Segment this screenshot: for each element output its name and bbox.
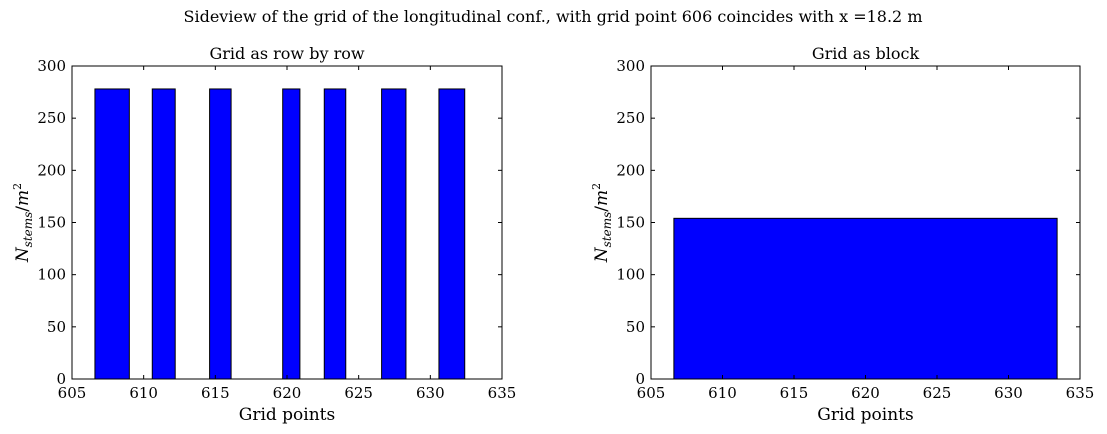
bar-4 (282, 88, 301, 380)
x-tick-label: 620 (851, 384, 880, 402)
x-tick-label: 625 (923, 384, 952, 402)
y-tick-label: 150 (616, 214, 645, 232)
bar-2 (151, 88, 176, 380)
x-axis-label: Grid points (239, 405, 336, 425)
y-tick-label: 150 (37, 214, 66, 232)
bar-5 (323, 88, 347, 380)
x-tick-label: 605 (637, 384, 666, 402)
y-tick-label: 200 (37, 161, 66, 179)
y-tick-label: 50 (626, 318, 645, 336)
y-tick-label: 100 (37, 266, 66, 284)
bar-3 (209, 88, 232, 380)
subplot-title: Grid as block (812, 44, 920, 63)
x-tick-label: 605 (58, 384, 87, 402)
y-tick-label: 100 (616, 266, 645, 284)
x-tick-label: 625 (344, 384, 373, 402)
bar-6 (381, 88, 407, 380)
bar-7 (438, 88, 466, 380)
subplot-title: Grid as row by row (209, 44, 364, 63)
y-tick-label: 250 (616, 109, 645, 127)
y-tick-label: 0 (635, 370, 645, 388)
bar-1 (94, 88, 130, 380)
chart-panel-block: 605 610 615 620 625 630 635 0 50 100 150 200 250 300 G… (590, 44, 1094, 425)
y-tick-label: 0 (56, 370, 66, 388)
chart-panel-row-by-row: 605 610 615 620 625 630 635 0 50 100 150 200 250 300 G… (11, 44, 516, 425)
x-tick-label: 610 (708, 384, 737, 402)
figure-title: Sideview of the grid of the longitudinal… (184, 7, 923, 26)
y-tick-label: 250 (37, 109, 66, 127)
y-axis-label: Nstems/m2 (11, 183, 35, 263)
x-tick-label: 615 (780, 384, 809, 402)
x-tick-label: 615 (201, 384, 230, 402)
x-tick-label: 620 (273, 384, 302, 402)
y-tick-label: 300 (37, 57, 66, 75)
y-tick-label: 50 (47, 318, 66, 336)
y-tick-label: 200 (616, 161, 645, 179)
x-tick-label: 630 (994, 384, 1023, 402)
x-tick-label: 635 (1066, 384, 1095, 402)
x-tick-label: 610 (129, 384, 158, 402)
y-axis-label: Nstems/m2 (590, 183, 614, 263)
bar-1 (673, 217, 1058, 380)
x-axis-label: Grid points (817, 405, 914, 425)
x-tick-label: 630 (416, 384, 445, 402)
x-tick-label: 635 (488, 384, 517, 402)
y-tick-label: 300 (616, 57, 645, 75)
